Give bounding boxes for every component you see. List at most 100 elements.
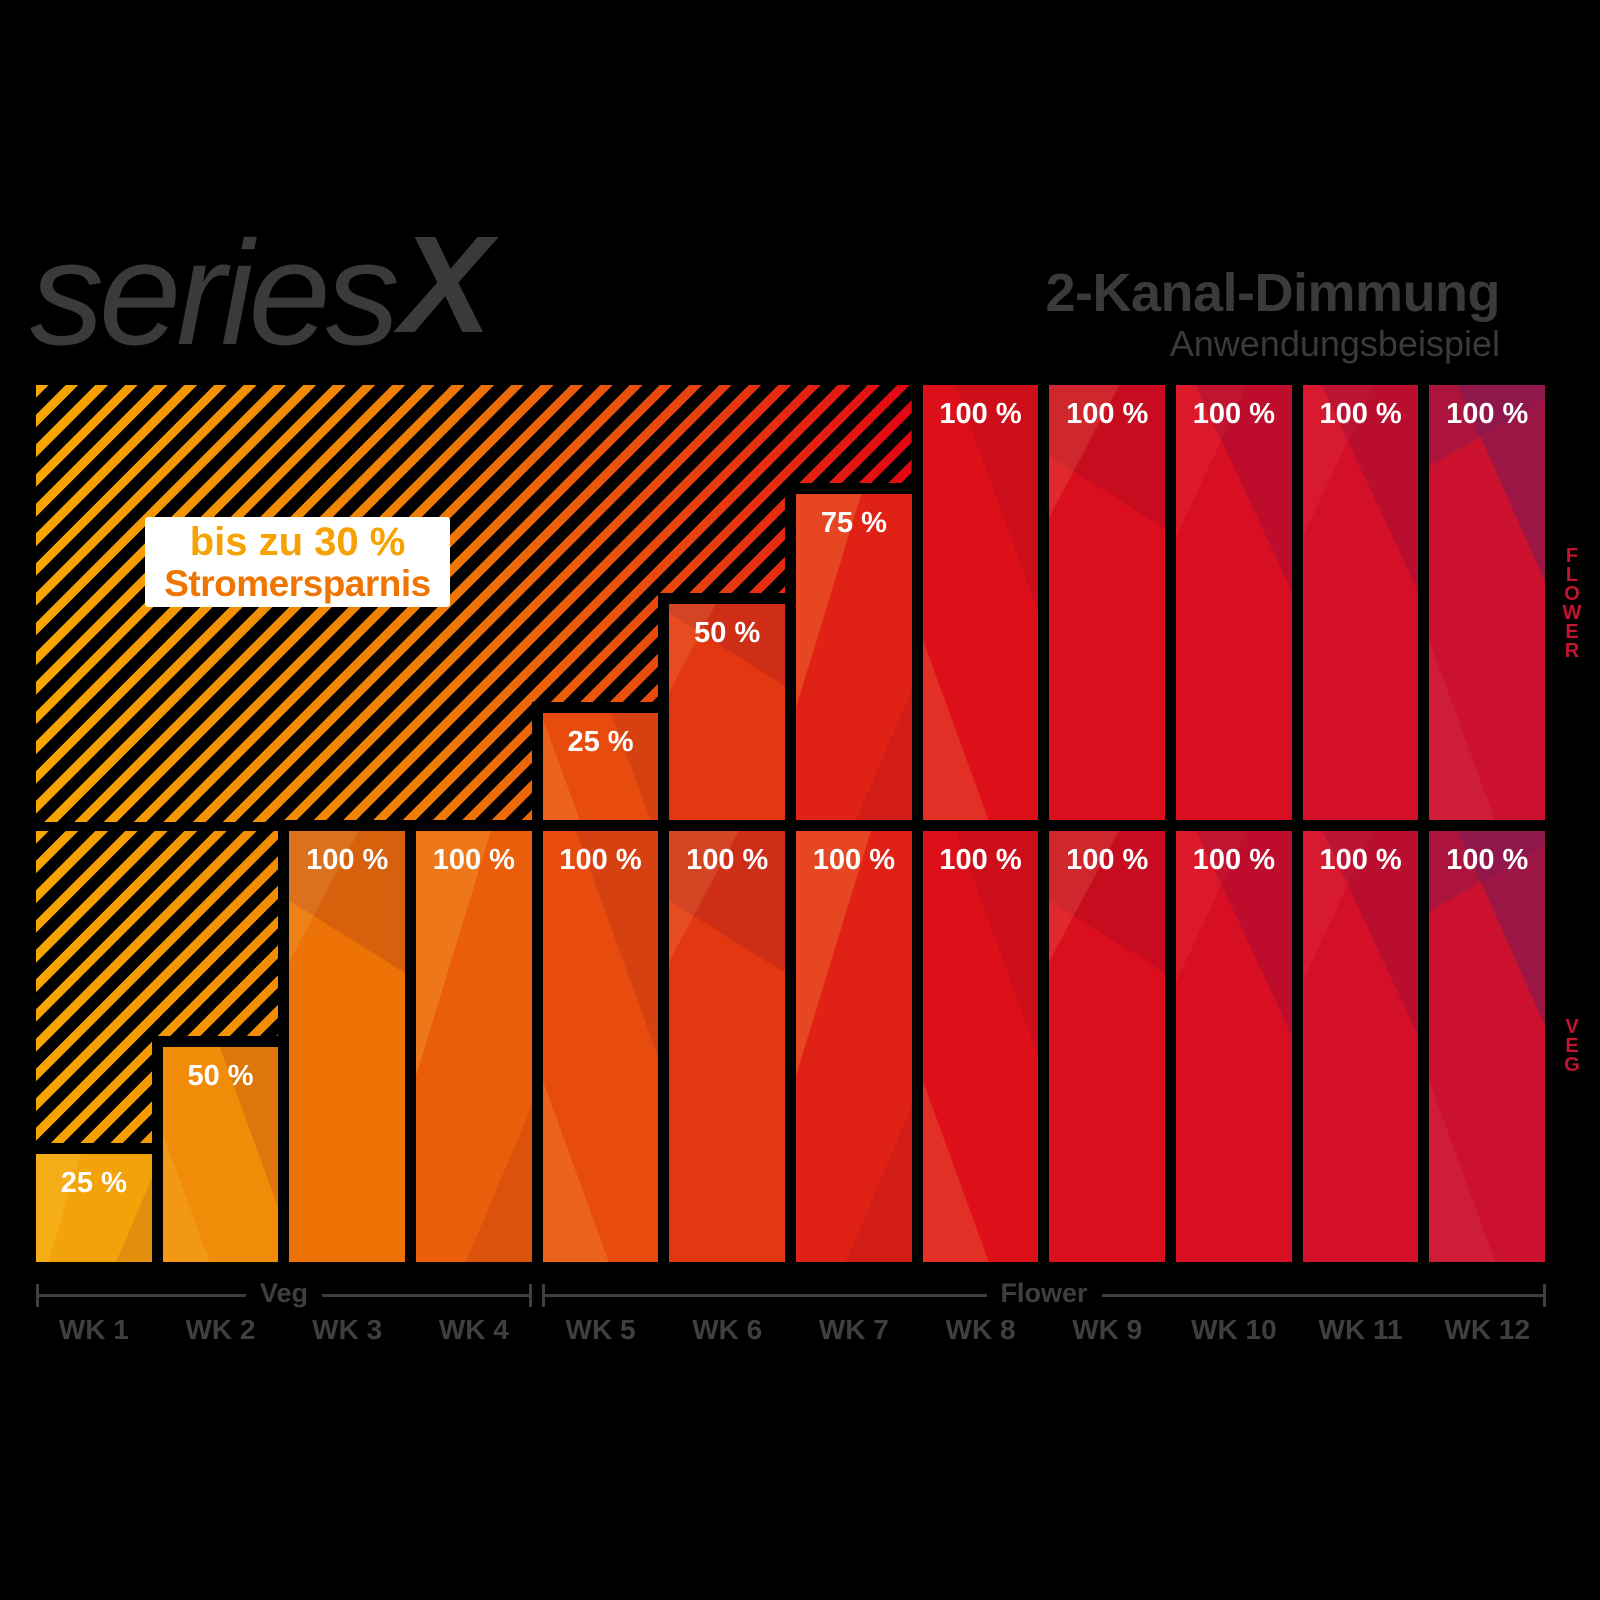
bar-flower-wk6: 50 %: [669, 603, 786, 822]
bar-veg-wk8: 100 %: [922, 831, 1039, 1262]
bar-veg-wk1: 25 %: [36, 1154, 152, 1262]
channel-label-letter: R: [1564, 639, 1580, 662]
bracket-line: [545, 1294, 987, 1297]
bar-veg-wk2: 50 %: [162, 1046, 279, 1262]
column-veg-wk4: 100 %: [416, 831, 532, 1262]
week-label: WK 6: [692, 1314, 763, 1345]
bar-veg-wk10: 100 %: [1176, 831, 1292, 1262]
phase-label: Flower: [1000, 1278, 1088, 1308]
column-flower-wk11: 100 %: [1302, 385, 1419, 822]
bar-value-label: 100 %: [559, 844, 642, 876]
savings-badge-line2: Stromersparnis: [164, 562, 431, 604]
week-label: WK 3: [312, 1314, 383, 1345]
column-veg-wk10: 100 %: [1176, 831, 1292, 1262]
bar-value-label: 100 %: [939, 844, 1022, 876]
bar-veg-wk12: 100 %: [1429, 831, 1546, 1262]
week-label: WK 4: [438, 1314, 509, 1345]
bracket-line: [322, 1294, 529, 1297]
week-label: WK 5: [565, 1314, 636, 1345]
bar-value-label: 100 %: [1066, 398, 1149, 430]
channel-label-letter: L: [1565, 563, 1579, 586]
bar-value-label: 100 %: [812, 844, 895, 876]
bar-value-label: 100 %: [1319, 844, 1402, 876]
page-subtitle: Anwendungsbeispiel: [1169, 323, 1500, 364]
savings-badge-line1: bis zu 30 %: [189, 519, 406, 564]
header: 2-Kanal-Dimmung Anwendungsbeispiel: [1045, 264, 1500, 366]
column-flower-wk8: 100 %: [922, 385, 1039, 822]
flower-phase-bracket: Flower: [542, 1278, 1547, 1308]
column-veg-wk7: 100 %: [796, 831, 912, 1262]
column-flower-wk6: 50 %: [669, 385, 786, 822]
column-veg-wk9: 100 %: [1049, 831, 1166, 1262]
column-veg-wk8: 100 %: [922, 831, 1039, 1262]
bar-value-label: 50 %: [694, 616, 761, 649]
bar-flower-wk9: 100 %: [1049, 385, 1166, 822]
bar-veg-wk4: 100 %: [416, 831, 532, 1262]
bar-value-label: 100 %: [1446, 844, 1529, 876]
week-label: WK 7: [818, 1314, 889, 1345]
column-veg-wk2: 50 %: [162, 831, 279, 1262]
column-veg-wk5: 100 %: [542, 831, 659, 1262]
week-label: WK 11: [1318, 1314, 1403, 1345]
channel-label-letter: V: [1565, 1016, 1579, 1038]
veg-phase-bracket: Veg: [36, 1278, 532, 1308]
logo-series-text: series: [30, 211, 400, 376]
bar-value-label: 100 %: [1319, 398, 1402, 430]
bar-veg-wk7: 100 %: [796, 831, 912, 1262]
channel-label-letter: F: [1565, 544, 1579, 567]
bar-veg-wk3: 100 %: [289, 831, 406, 1262]
brand-logo: seriesX: [30, 216, 492, 368]
phase-label: Veg: [259, 1278, 309, 1308]
channel-label-letter: E: [1565, 620, 1579, 643]
bar-veg-wk6: 100 %: [669, 831, 786, 1262]
column-flower-wk1: [36, 385, 152, 822]
bar-flower-wk12: 100 %: [1429, 385, 1546, 822]
bar-value-label: 25 %: [60, 1167, 127, 1200]
bar-flower-wk11: 100 %: [1302, 385, 1419, 822]
bracket-tick: [529, 1284, 532, 1307]
bar-value-label: 100 %: [432, 844, 515, 876]
bracket-tick: [36, 1284, 39, 1307]
bar-value-label: 100 %: [686, 844, 769, 876]
column-veg-wk11: 100 %: [1302, 831, 1419, 1262]
column-veg-wk12: 100 %: [1429, 831, 1546, 1262]
bracket-line: [39, 1294, 246, 1297]
bar-value-label: 100 %: [1066, 844, 1149, 876]
week-label: WK 10: [1191, 1314, 1277, 1345]
column-flower-wk5: 25 %: [542, 385, 659, 822]
week-label: WK 2: [185, 1314, 256, 1345]
week-label: WK 8: [945, 1314, 1016, 1345]
column-veg-wk1: 25 %: [36, 831, 152, 1262]
flower-channel-row: 25 % 50 % 75 % 100 % 100 % 100 % 100 % 100 %: [36, 385, 1546, 822]
week-axis: WK 1 WK 2 WK 3 WK 4 WK 5 WK 6 WK 7 WK 8 WK 9 WK 1…: [36, 1314, 1545, 1346]
bar-value-label: 100 %: [306, 844, 389, 876]
column-flower-wk12: 100 %: [1429, 385, 1546, 822]
bar-veg-wk5: 100 %: [542, 831, 659, 1262]
logo-x-text: X: [399, 208, 492, 362]
bar-value-label: 100 %: [1192, 398, 1275, 430]
week-label: WK 9: [1072, 1314, 1143, 1345]
column-veg-wk6: 100 %: [669, 831, 786, 1262]
channel-label-letter: E: [1565, 1035, 1579, 1057]
bar-flower-wk10: 100 %: [1176, 385, 1292, 822]
savings-badge: bis zu 30 % Stromersparnis: [145, 517, 450, 607]
week-label: WK 1: [58, 1314, 129, 1345]
channel-label-letter: W: [1562, 601, 1582, 624]
bar-value-label: 100 %: [1192, 844, 1275, 876]
page-title: 2-Kanal-Dimmung: [1045, 263, 1500, 323]
bar-flower-wk8: 100 %: [922, 385, 1039, 822]
bar-veg-wk9: 100 %: [1049, 831, 1166, 1262]
week-label: WK 12: [1444, 1314, 1531, 1345]
bar-flower-wk5: 25 %: [542, 712, 659, 822]
column-veg-wk3: 100 %: [289, 831, 406, 1262]
column-flower-wk10: 100 %: [1176, 385, 1292, 822]
bracket-tick: [1543, 1284, 1547, 1307]
veg-channel-row: 25 % 50 % 100 % 100 % 100 % 100 % 100 % 100 % 10…: [36, 831, 1546, 1262]
bar-value-label: 25 %: [567, 725, 634, 758]
bar-value-label: 75 %: [820, 507, 887, 540]
bar-veg-wk11: 100 %: [1302, 831, 1419, 1262]
bar-value-label: 100 %: [939, 398, 1022, 430]
